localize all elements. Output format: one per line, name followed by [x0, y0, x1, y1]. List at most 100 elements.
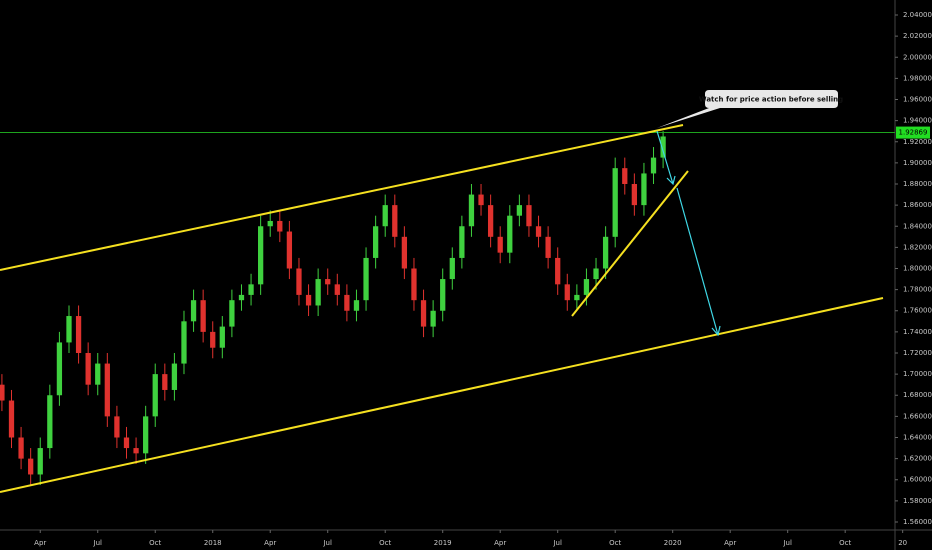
lower-channel-line [0, 297, 884, 493]
candle-body [602, 236, 609, 269]
callout-text: Watch for price action before selling [699, 96, 843, 104]
y-tick-label: 1.84000 [903, 222, 932, 230]
candle-body [449, 257, 455, 280]
candle-body [526, 205, 532, 227]
candle-body [143, 416, 149, 454]
candle-body [210, 331, 216, 348]
plot-area [0, 131, 895, 486]
candle-body [420, 300, 427, 327]
x-tick-label: Jul [93, 539, 103, 547]
candle-body [478, 194, 484, 206]
x-tick-label: 2020 [664, 539, 682, 547]
arrow-2-head [711, 325, 721, 337]
y-tick-label: 1.72000 [903, 349, 932, 357]
candle-body [56, 342, 63, 396]
callout-box [657, 90, 838, 128]
candle-body [248, 284, 254, 295]
y-tick-label: 1.96000 [903, 96, 932, 104]
x-tick-label: 20 [898, 539, 907, 547]
candle-body [583, 279, 590, 295]
candle-body [171, 363, 178, 390]
candle-body [411, 268, 417, 301]
candle-body [66, 316, 72, 343]
candle-body [258, 226, 264, 285]
x-tick-label: 2018 [204, 539, 222, 547]
support-line [571, 170, 689, 317]
candle-body [152, 374, 158, 417]
candle-body [18, 437, 24, 459]
y-tick-label: 1.88000 [903, 180, 932, 188]
y-tick-label: 1.86000 [903, 201, 932, 209]
x-tick-label: Jul [782, 539, 792, 547]
y-tick-label: 1.60000 [903, 476, 932, 484]
candle-body [401, 236, 408, 269]
candle-body [75, 316, 82, 353]
candle-body [612, 168, 618, 237]
candle-body [555, 257, 561, 285]
candle-body [392, 205, 398, 237]
arrow-1-head [666, 175, 676, 186]
candle-body [181, 321, 187, 364]
y-tick-label: 1.76000 [903, 307, 932, 315]
last-price-label: 1.92869 [899, 129, 928, 137]
candle-body [286, 231, 293, 269]
x-tick-label: 2019 [434, 539, 452, 547]
y-tick-label: 1.80000 [903, 265, 932, 273]
y-tick-label: 1.90000 [903, 159, 932, 167]
y-tick-label: 1.92000 [903, 138, 932, 146]
x-tick-label: Oct [379, 539, 391, 547]
y-tick-label: 1.56000 [903, 518, 932, 526]
y-tick-label: 1.62000 [903, 455, 932, 463]
candle-body [305, 294, 312, 306]
candle-body [85, 352, 91, 385]
candle-body [641, 173, 647, 206]
candle-body [267, 220, 273, 227]
x-tick-label: Apr [494, 539, 506, 547]
candle-body [363, 257, 369, 301]
y-tick-label: 2.04000 [903, 11, 932, 19]
candle-body [622, 168, 628, 185]
candle-body [229, 300, 235, 327]
candle-body [497, 236, 503, 253]
y-tick-label: 1.94000 [903, 117, 932, 125]
x-tick-label: Oct [609, 539, 621, 547]
y-tick-label: 2.00000 [903, 53, 932, 61]
y-tick-label: 1.66000 [903, 412, 932, 420]
candle-body [114, 416, 120, 438]
candle-body [47, 395, 53, 449]
candle-body [104, 363, 110, 417]
candle-body [219, 326, 225, 348]
candle-body [162, 374, 168, 390]
candle-body [430, 310, 436, 327]
candle-body [37, 448, 43, 475]
candle-body [487, 205, 494, 237]
candle-body [0, 384, 5, 401]
y-tick-label: 1.64000 [903, 433, 932, 441]
candle-body [459, 226, 465, 258]
candle-body [277, 220, 283, 232]
candle-body [382, 205, 388, 227]
candle-body [133, 448, 139, 454]
candle-body [564, 284, 570, 301]
x-tick-label: Jul [552, 539, 562, 547]
y-tick-label: 2.02000 [903, 32, 932, 40]
candle-body [325, 279, 331, 285]
y-tick-label: 1.70000 [903, 370, 932, 378]
arrow-1 [656, 130, 674, 185]
y-tick-label: 1.82000 [903, 243, 932, 251]
candle-body [123, 437, 130, 449]
candle-body [238, 294, 245, 301]
candle-body [650, 157, 657, 174]
candle-body [334, 284, 340, 295]
candle-body [507, 215, 513, 253]
x-tick-label: Jul [322, 539, 332, 547]
candle-body [468, 194, 475, 227]
candle-body [296, 268, 302, 295]
y-tick-label: 1.74000 [903, 328, 932, 336]
candle-body [8, 400, 15, 438]
candle-body [315, 279, 321, 306]
y-tick-label: 1.98000 [903, 74, 932, 82]
y-tick-label: 1.78000 [903, 286, 932, 294]
